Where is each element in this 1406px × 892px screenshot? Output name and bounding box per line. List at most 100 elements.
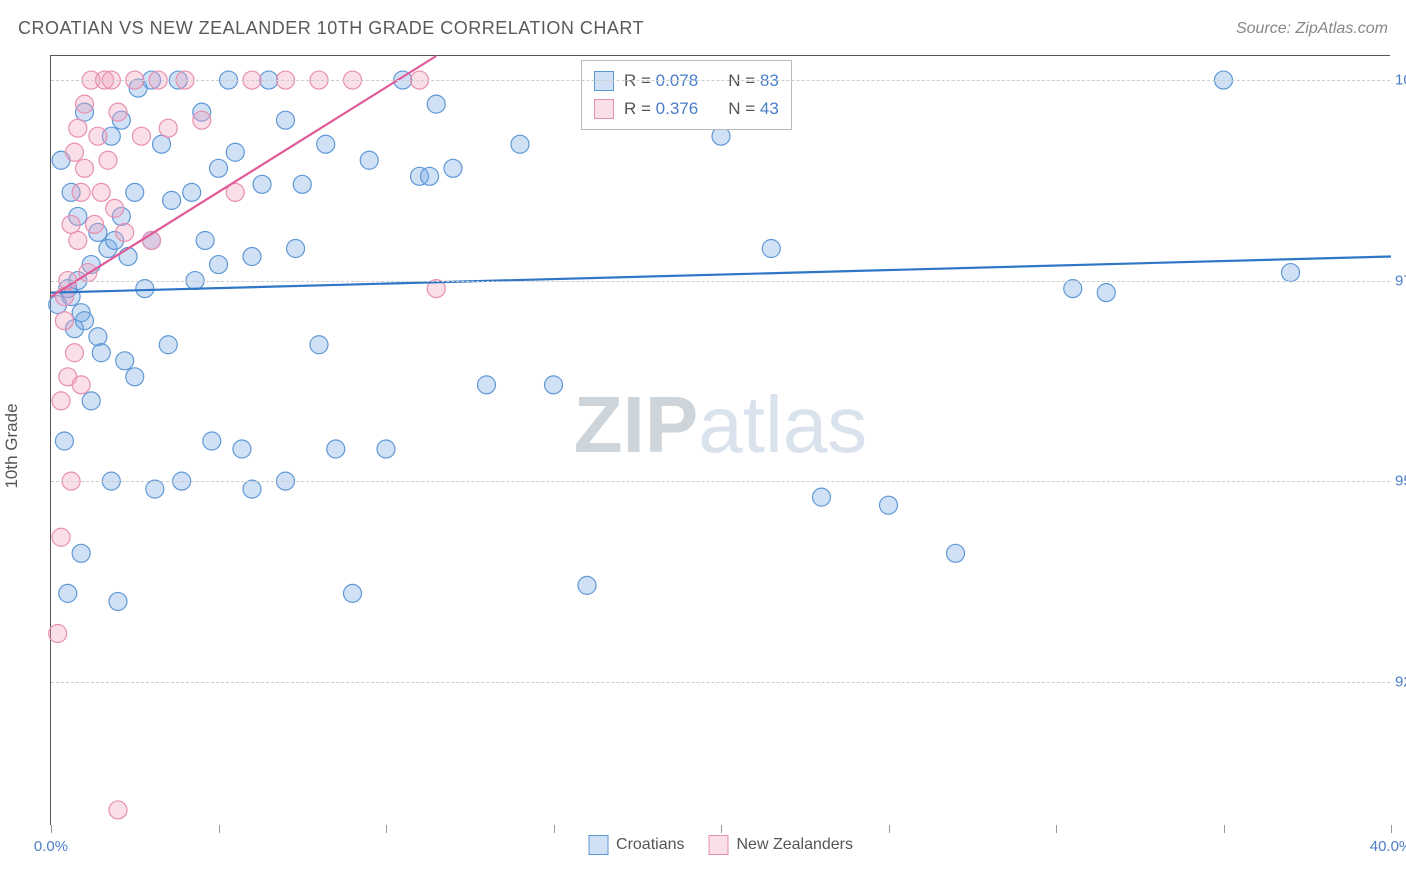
- legend-label-new_zealanders: New Zealanders: [736, 836, 853, 854]
- x-tick: [51, 825, 52, 833]
- x-tick: [1391, 825, 1392, 833]
- scatter-point-croatians: [578, 576, 596, 594]
- scatter-point-new_zealanders: [72, 376, 90, 394]
- gridline: [51, 682, 1390, 683]
- scatter-point-croatians: [210, 256, 228, 274]
- x-tick: [219, 825, 220, 833]
- scatter-point-new_zealanders: [52, 392, 70, 410]
- x-tick: [721, 825, 722, 833]
- scatter-point-new_zealanders: [109, 801, 127, 819]
- scatter-point-new_zealanders: [99, 151, 117, 169]
- x-tick: [889, 825, 890, 833]
- x-tick-label: 0.0%: [34, 838, 68, 855]
- scatter-point-croatians: [243, 248, 261, 266]
- scatter-point-new_zealanders: [106, 199, 124, 217]
- scatter-point-croatians: [421, 167, 439, 185]
- scatter-point-croatians: [545, 376, 563, 394]
- scatter-point-croatians: [146, 480, 164, 498]
- scatter-point-new_zealanders: [55, 288, 73, 306]
- scatter-point-croatians: [196, 231, 214, 249]
- gridline: [51, 80, 1390, 81]
- scatter-svg: [51, 56, 1391, 826]
- scatter-point-croatians: [243, 480, 261, 498]
- y-axis-title: 10th Grade: [2, 403, 22, 488]
- x-tick: [1056, 825, 1057, 833]
- scatter-point-croatians: [287, 240, 305, 258]
- scatter-point-croatians: [183, 183, 201, 201]
- y-tick-label: 97.5%: [1395, 272, 1406, 289]
- x-tick-label: 40.0%: [1370, 838, 1406, 855]
- scatter-point-croatians: [277, 111, 295, 129]
- y-tick-label: 95.0%: [1395, 473, 1406, 490]
- scatter-point-croatians: [92, 344, 110, 362]
- legend-swatch-new_zealanders: [594, 99, 614, 119]
- scatter-point-croatians: [109, 592, 127, 610]
- scatter-point-croatians: [1097, 284, 1115, 302]
- title-bar: CROATIAN VS NEW ZEALANDER 10TH GRADE COR…: [18, 18, 1388, 39]
- legend-item-croatians: Croatians: [588, 835, 684, 855]
- plot-area: ZIPatlas R = 0.078N = 83R = 0.376N = 43 …: [50, 55, 1390, 825]
- scatter-point-new_zealanders: [116, 223, 134, 241]
- scatter-point-new_zealanders: [69, 119, 87, 137]
- gridline: [51, 481, 1390, 482]
- scatter-point-new_zealanders: [92, 183, 110, 201]
- scatter-point-new_zealanders: [86, 215, 104, 233]
- scatter-point-croatians: [153, 135, 171, 153]
- scatter-point-croatians: [360, 151, 378, 169]
- legend-row-new_zealanders: R = 0.376 N = 43: [594, 95, 779, 123]
- x-tick: [554, 825, 555, 833]
- scatter-point-croatians: [82, 392, 100, 410]
- scatter-point-new_zealanders: [193, 111, 211, 129]
- scatter-point-new_zealanders: [55, 312, 73, 330]
- scatter-point-croatians: [478, 376, 496, 394]
- scatter-point-croatians: [511, 135, 529, 153]
- scatter-point-croatians: [203, 432, 221, 450]
- scatter-point-croatians: [327, 440, 345, 458]
- scatter-point-croatians: [76, 312, 94, 330]
- scatter-point-croatians: [1064, 280, 1082, 298]
- scatter-point-croatians: [317, 135, 335, 153]
- scatter-point-croatians: [762, 240, 780, 258]
- x-tick: [386, 825, 387, 833]
- scatter-point-croatians: [1282, 264, 1300, 282]
- scatter-point-croatians: [116, 352, 134, 370]
- source-label: Source: ZipAtlas.com: [1236, 20, 1388, 38]
- scatter-point-croatians: [72, 544, 90, 562]
- correlation-legend: R = 0.078N = 83R = 0.376N = 43: [581, 60, 792, 130]
- scatter-point-new_zealanders: [76, 159, 94, 177]
- scatter-point-new_zealanders: [52, 528, 70, 546]
- scatter-point-croatians: [210, 159, 228, 177]
- series-legend: Croatians New Zealanders: [588, 835, 853, 855]
- legend-item-new_zealanders: New Zealanders: [708, 835, 853, 855]
- legend-r-label: R = 0.376: [624, 99, 698, 119]
- scatter-point-croatians: [55, 432, 73, 450]
- scatter-point-new_zealanders: [65, 344, 83, 362]
- scatter-point-croatians: [136, 280, 154, 298]
- legend-n-label: N = 43: [728, 99, 779, 119]
- legend-swatch-croatians: [588, 835, 608, 855]
- scatter-point-new_zealanders: [159, 119, 177, 137]
- scatter-point-new_zealanders: [89, 127, 107, 145]
- scatter-point-new_zealanders: [76, 95, 94, 113]
- gridline: [51, 281, 1390, 282]
- scatter-point-new_zealanders: [132, 127, 150, 145]
- scatter-point-croatians: [947, 544, 965, 562]
- scatter-point-croatians: [226, 143, 244, 161]
- scatter-point-croatians: [126, 183, 144, 201]
- scatter-point-croatians: [126, 368, 144, 386]
- scatter-point-croatians: [427, 95, 445, 113]
- scatter-point-croatians: [89, 328, 107, 346]
- scatter-point-new_zealanders: [69, 231, 87, 249]
- scatter-point-new_zealanders: [109, 103, 127, 121]
- scatter-point-croatians: [813, 488, 831, 506]
- scatter-point-croatians: [119, 248, 137, 266]
- scatter-point-croatians: [163, 191, 181, 209]
- scatter-point-croatians: [159, 336, 177, 354]
- scatter-point-new_zealanders: [72, 183, 90, 201]
- chart-title: CROATIAN VS NEW ZEALANDER 10TH GRADE COR…: [18, 18, 644, 39]
- scatter-point-croatians: [233, 440, 251, 458]
- scatter-point-croatians: [444, 159, 462, 177]
- scatter-point-croatians: [293, 175, 311, 193]
- scatter-point-croatians: [377, 440, 395, 458]
- y-tick-label: 100.0%: [1395, 72, 1406, 89]
